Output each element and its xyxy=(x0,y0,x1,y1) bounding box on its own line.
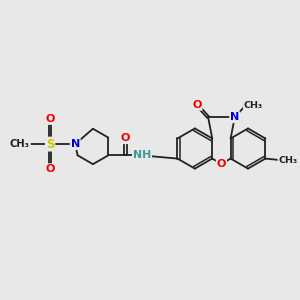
Text: S: S xyxy=(46,138,54,151)
Text: CH₃: CH₃ xyxy=(10,139,30,149)
Text: CH₃: CH₃ xyxy=(278,155,297,164)
Text: NH: NH xyxy=(133,150,151,160)
Text: O: O xyxy=(45,114,55,124)
Text: O: O xyxy=(217,159,226,169)
Text: N: N xyxy=(230,112,239,122)
Text: CH₃: CH₃ xyxy=(244,101,263,110)
Text: N: N xyxy=(70,139,80,149)
Text: O: O xyxy=(192,100,202,110)
Text: O: O xyxy=(121,133,130,143)
Text: O: O xyxy=(45,164,55,174)
